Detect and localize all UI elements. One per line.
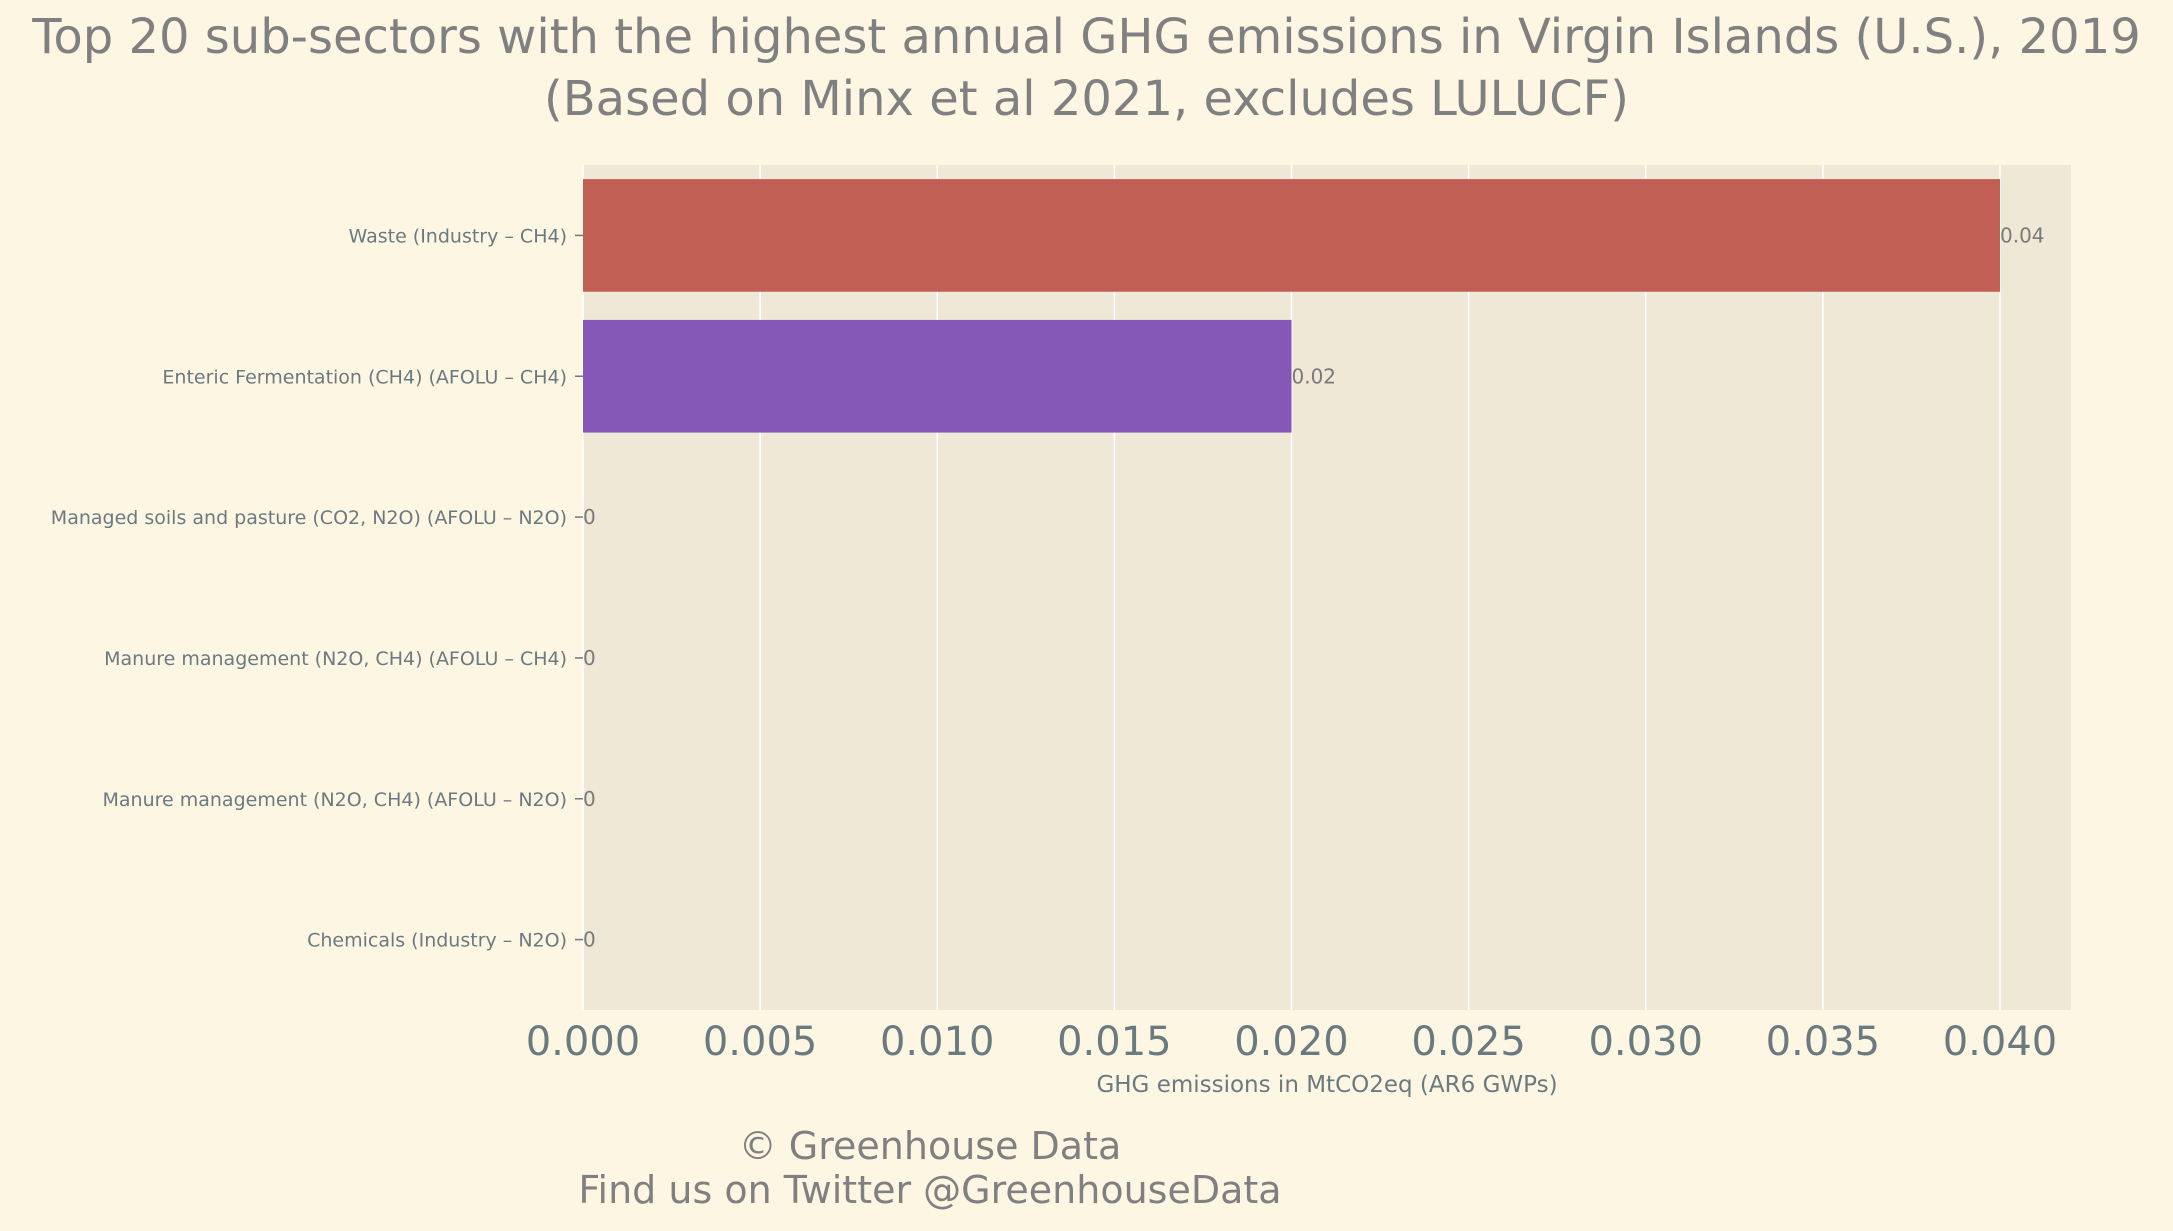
- x-tick-label: 0.040: [1943, 1019, 2058, 1065]
- bar: [583, 319, 1292, 433]
- bar-value-label: 0.02: [1292, 364, 1337, 388]
- y-category-label: Waste (Industry – CH4): [349, 225, 568, 247]
- bars: [583, 179, 2000, 433]
- y-category-label: Manure management (N2O, CH4) (AFOLU – CH…: [104, 648, 567, 670]
- y-category-label: Manure management (N2O, CH4) (AFOLU – N2…: [103, 789, 568, 811]
- bar-value-label: 0: [583, 646, 596, 670]
- bar: [583, 179, 2000, 292]
- footer-copyright: © Greenhouse Data: [738, 1124, 1122, 1168]
- bar-value-label: 0: [583, 505, 596, 529]
- y-category-labels: Waste (Industry – CH4) Enteric Fermentati…: [51, 225, 583, 952]
- x-tick-label: 0.000: [526, 1019, 641, 1065]
- x-tick-labels: 0.000 0.005 0.010 0.015 0.020 0.025 0.030 0.035…: [526, 1019, 2058, 1065]
- chart-title-block: Top 20 sub-sectors with the highest annu…: [0, 6, 2173, 130]
- y-category-label: Chemicals (Industry – N2O): [307, 930, 567, 952]
- x-tick-label: 0.025: [1411, 1019, 1526, 1065]
- x-tick-label: 0.010: [880, 1019, 995, 1065]
- x-tick-label: 0.030: [1588, 1019, 1703, 1065]
- y-category-label: Enteric Fermentation (CH4) (AFOLU – CH4): [162, 366, 567, 388]
- chart-subtitle: (Based on Minx et al 2021, excludes LULU…: [544, 71, 1629, 127]
- footer-twitter: Find us on Twitter @GreenhouseData: [578, 1168, 1282, 1212]
- footer: © Greenhouse Data Find us on Twitter @Gr…: [0, 1124, 1860, 1212]
- bar-value-label: 0: [583, 928, 596, 952]
- chart-title: Top 20 sub-sectors with the highest annu…: [32, 9, 2141, 65]
- grid-lines: [582, 165, 2001, 1010]
- x-tick-label: 0.020: [1234, 1019, 1349, 1065]
- bar-value-label: 0: [583, 787, 596, 811]
- x-tick-label: 0.005: [703, 1019, 818, 1065]
- bar-value-label: 0.04: [2000, 223, 2045, 247]
- y-category-label: Managed soils and pasture (CO2, N2O) (AF…: [51, 507, 567, 529]
- x-tick-label: 0.015: [1057, 1019, 1172, 1065]
- bar-value-labels: 0.04 0.02 0 0 0 0: [583, 223, 2045, 951]
- x-tick-label: 0.035: [1766, 1019, 1881, 1065]
- x-axis-label: GHG emissions in MtCO2eq (AR6 GWPs): [1096, 1072, 1557, 1098]
